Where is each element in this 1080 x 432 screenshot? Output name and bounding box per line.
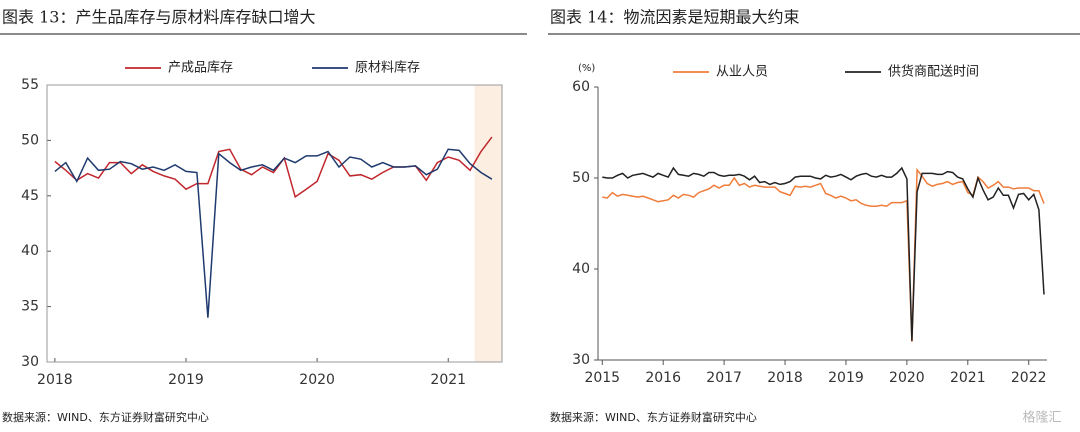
series-line bbox=[54, 148, 493, 318]
highlight-band bbox=[474, 85, 502, 362]
source: 数据来源：WIND、东方证券财富研究中心 bbox=[2, 410, 209, 424]
series-line bbox=[602, 167, 1045, 342]
x-tick-label: 2020 bbox=[889, 370, 925, 386]
y-tick-label: 30 bbox=[21, 354, 39, 370]
watermark: 格隆汇 bbox=[1022, 410, 1061, 426]
y-tick-label: 35 bbox=[21, 299, 39, 315]
x-tick-label: 2021 bbox=[430, 372, 466, 388]
legend-label: 从业人员 bbox=[716, 65, 768, 80]
y-tick-label: 40 bbox=[572, 261, 590, 277]
x-tick-label: 2018 bbox=[37, 372, 73, 388]
x-tick-label: 2018 bbox=[767, 370, 803, 386]
chart-title: 图表 13：产生品库存与原材料库存缺口增大 bbox=[2, 8, 315, 27]
y-tick-label: 60 bbox=[572, 79, 590, 95]
x-tick-label: 2019 bbox=[828, 370, 864, 386]
x-tick-label: 2015 bbox=[584, 370, 620, 386]
x-tick-label: 2016 bbox=[645, 370, 681, 386]
y-tick-label: 45 bbox=[21, 188, 39, 204]
y-tick-label: 50 bbox=[21, 132, 39, 148]
y-tick-label: 50 bbox=[572, 170, 590, 186]
x-tick-label: 2021 bbox=[950, 370, 986, 386]
x-tick-label: 2019 bbox=[168, 372, 204, 388]
plot-frame bbox=[46, 84, 503, 363]
series-line bbox=[602, 166, 1045, 341]
x-tick-label: 2022 bbox=[1011, 370, 1047, 386]
y-tick-label: 40 bbox=[21, 243, 39, 259]
legend-label: 供货商配送时间 bbox=[888, 64, 979, 80]
x-tick-label: 2017 bbox=[706, 370, 742, 386]
series-line bbox=[54, 136, 493, 199]
y-tick-label: 55 bbox=[21, 77, 39, 93]
legend-label: 原材料库存 bbox=[355, 60, 420, 76]
source: 数据来源：WIND、东方证券财富研究中心 bbox=[550, 410, 757, 424]
y-axis-label: (%) bbox=[578, 63, 595, 74]
x-tick-label: 2020 bbox=[299, 372, 335, 388]
legend-label: 产成品库存 bbox=[168, 60, 233, 76]
y-tick-label: 30 bbox=[572, 352, 590, 368]
chart-title: 图表 14：物流因素是短期最大约束 bbox=[550, 8, 799, 27]
